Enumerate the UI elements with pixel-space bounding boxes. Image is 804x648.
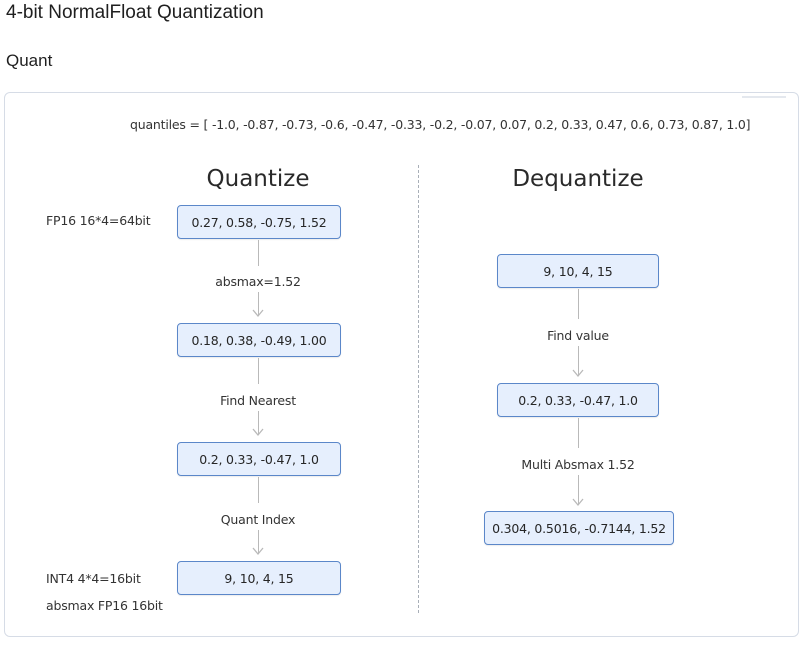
- dequantize-heading: Dequantize: [512, 166, 644, 192]
- arrow-down-icon: [252, 547, 264, 556]
- found-value-node: 0.2, 0.33, -0.47, 1.0: [497, 383, 659, 417]
- page-title: 4-bit NormalFloat Quantization: [6, 2, 264, 23]
- arrow-line: [578, 346, 579, 376]
- arrow-down-icon: [572, 369, 584, 378]
- arrow-line: [578, 289, 579, 319]
- arrow-line: [258, 292, 259, 316]
- arrow-down-icon: [252, 428, 264, 437]
- canvas-edge-highlight: [742, 96, 786, 98]
- arrow-line: [258, 411, 259, 435]
- step-multi-absmax: Multi Absmax 1.52: [521, 457, 635, 472]
- fp16-size-note: FP16 16*4=64bit: [46, 213, 151, 228]
- int4-size-note: INT4 4*4=16bit: [46, 571, 141, 586]
- diagram-canvas: [4, 92, 799, 637]
- arrow-line: [578, 418, 579, 448]
- arrow-down-icon: [572, 498, 584, 507]
- nearest-quantile-node: 0.2, 0.33, -0.47, 1.0: [177, 442, 341, 476]
- quantiles-text: quantiles = [ -1.0, -0.87, -0.73, -0.6, …: [130, 117, 751, 132]
- step-find-value: Find value: [547, 328, 609, 343]
- quant-index-node: 9, 10, 4, 15: [177, 561, 341, 595]
- absmax-size-note: absmax FP16 16bit: [46, 598, 163, 613]
- normalized-node: 0.18, 0.38, -0.49, 1.00: [177, 323, 341, 357]
- arrow-line: [258, 240, 259, 266]
- step-quant-index: Quant Index: [220, 512, 296, 527]
- dequantized-output-node: 0.304, 0.5016, -0.7144, 1.52: [484, 511, 674, 545]
- step-absmax: absmax=1.52: [215, 274, 301, 289]
- quantize-input-node: 0.27, 0.58, -0.75, 1.52: [177, 205, 341, 239]
- arrow-line: [578, 475, 579, 505]
- step-find-nearest: Find Nearest: [220, 393, 296, 408]
- dequantize-input-node: 9, 10, 4, 15: [497, 254, 659, 288]
- arrow-down-icon: [252, 309, 264, 318]
- arrow-line: [258, 477, 259, 503]
- arrow-line: [258, 358, 259, 384]
- section-title: Quant: [6, 51, 53, 70]
- arrow-line: [258, 530, 259, 554]
- column-divider: [418, 165, 419, 613]
- quantize-heading: Quantize: [206, 166, 310, 192]
